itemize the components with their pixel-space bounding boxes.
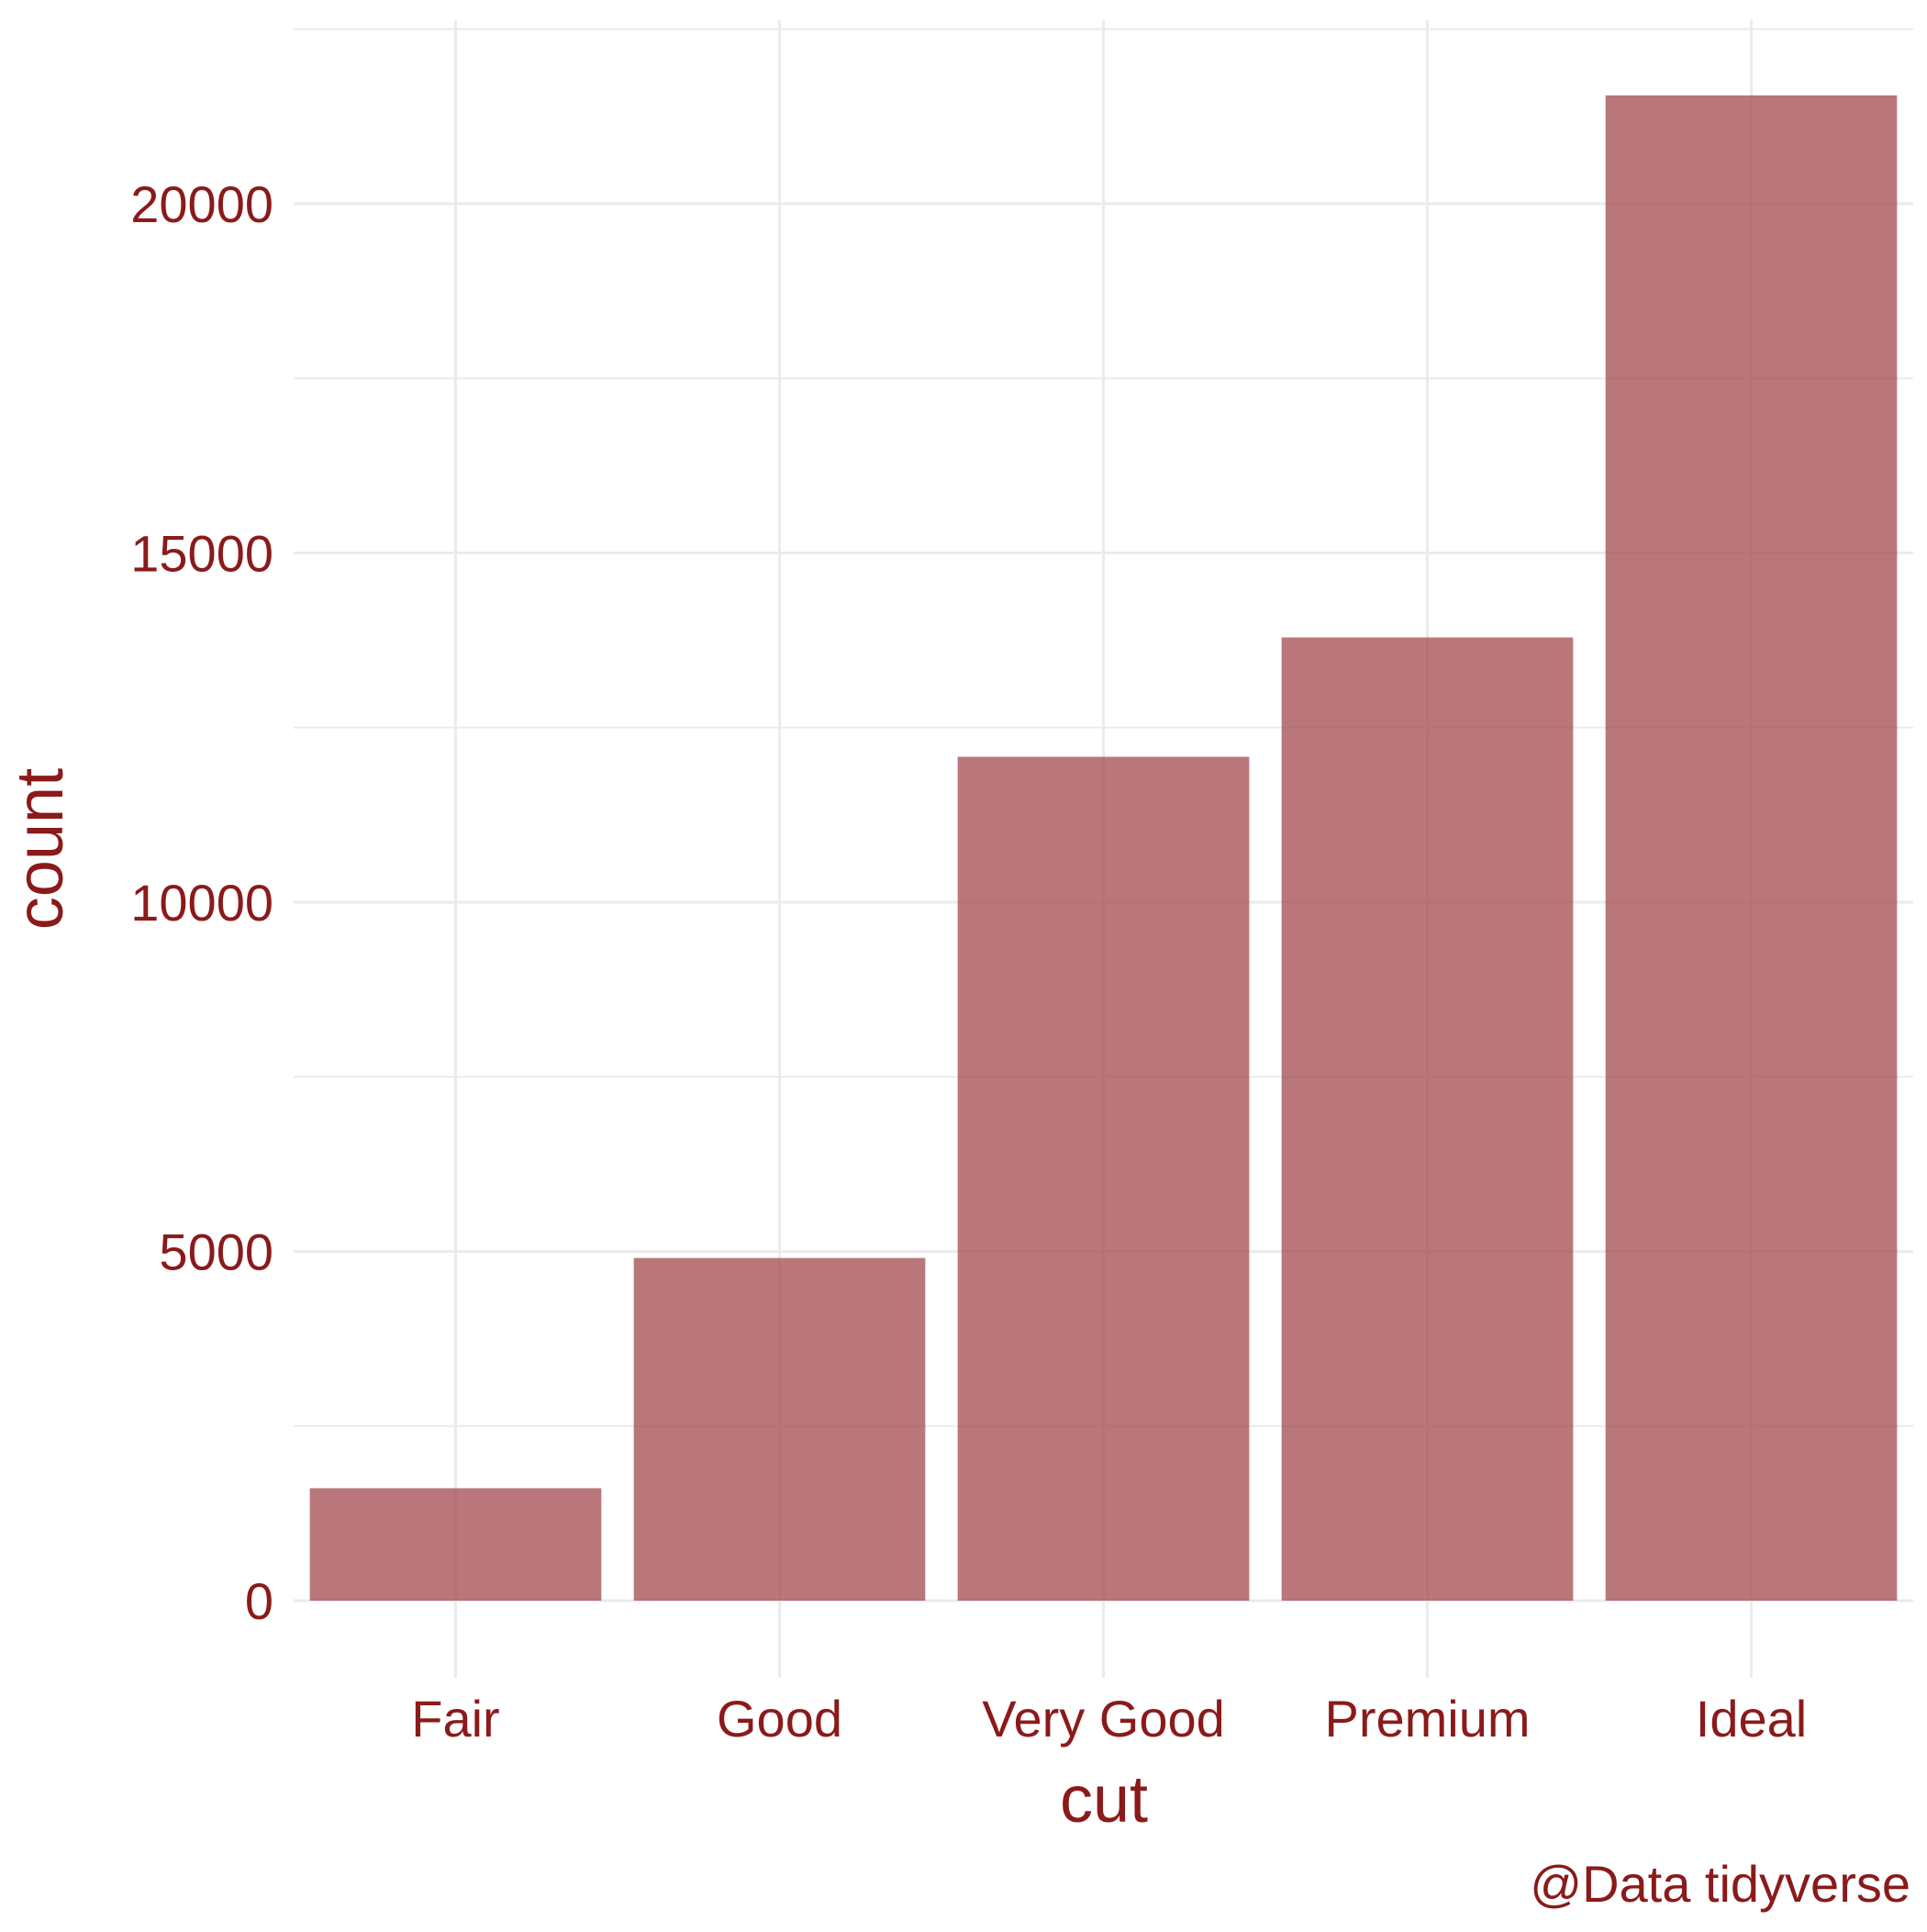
- y-tick-label: 20000: [130, 175, 273, 233]
- bars: [309, 95, 1898, 1602]
- y-tick-label: 15000: [130, 525, 273, 583]
- x-tick-label: Very Good: [982, 1690, 1225, 1748]
- x-axis-title: cut: [1060, 1763, 1148, 1837]
- bar-ideal: [1605, 95, 1898, 1602]
- x-axis-ticks: Fair Good Very Good Premium Ideal: [411, 1690, 1807, 1748]
- bar-very-good: [957, 756, 1250, 1601]
- bar-fair: [309, 1488, 602, 1601]
- x-tick-label: Premium: [1324, 1690, 1530, 1748]
- bar-premium: [1281, 637, 1574, 1601]
- chart-caption: @Data tidyverse: [1530, 1855, 1910, 1913]
- y-tick-label: 5000: [159, 1223, 273, 1281]
- y-tick-label: 10000: [130, 874, 273, 932]
- y-axis-title: count: [4, 768, 77, 930]
- x-tick-label: Good: [717, 1690, 842, 1748]
- y-tick-label: 0: [245, 1572, 273, 1630]
- x-tick-label: Fair: [411, 1690, 499, 1748]
- bar-good: [633, 1257, 926, 1601]
- x-tick-label: Ideal: [1696, 1690, 1807, 1748]
- y-axis-ticks: 0 5000 10000 15000 20000: [130, 175, 273, 1630]
